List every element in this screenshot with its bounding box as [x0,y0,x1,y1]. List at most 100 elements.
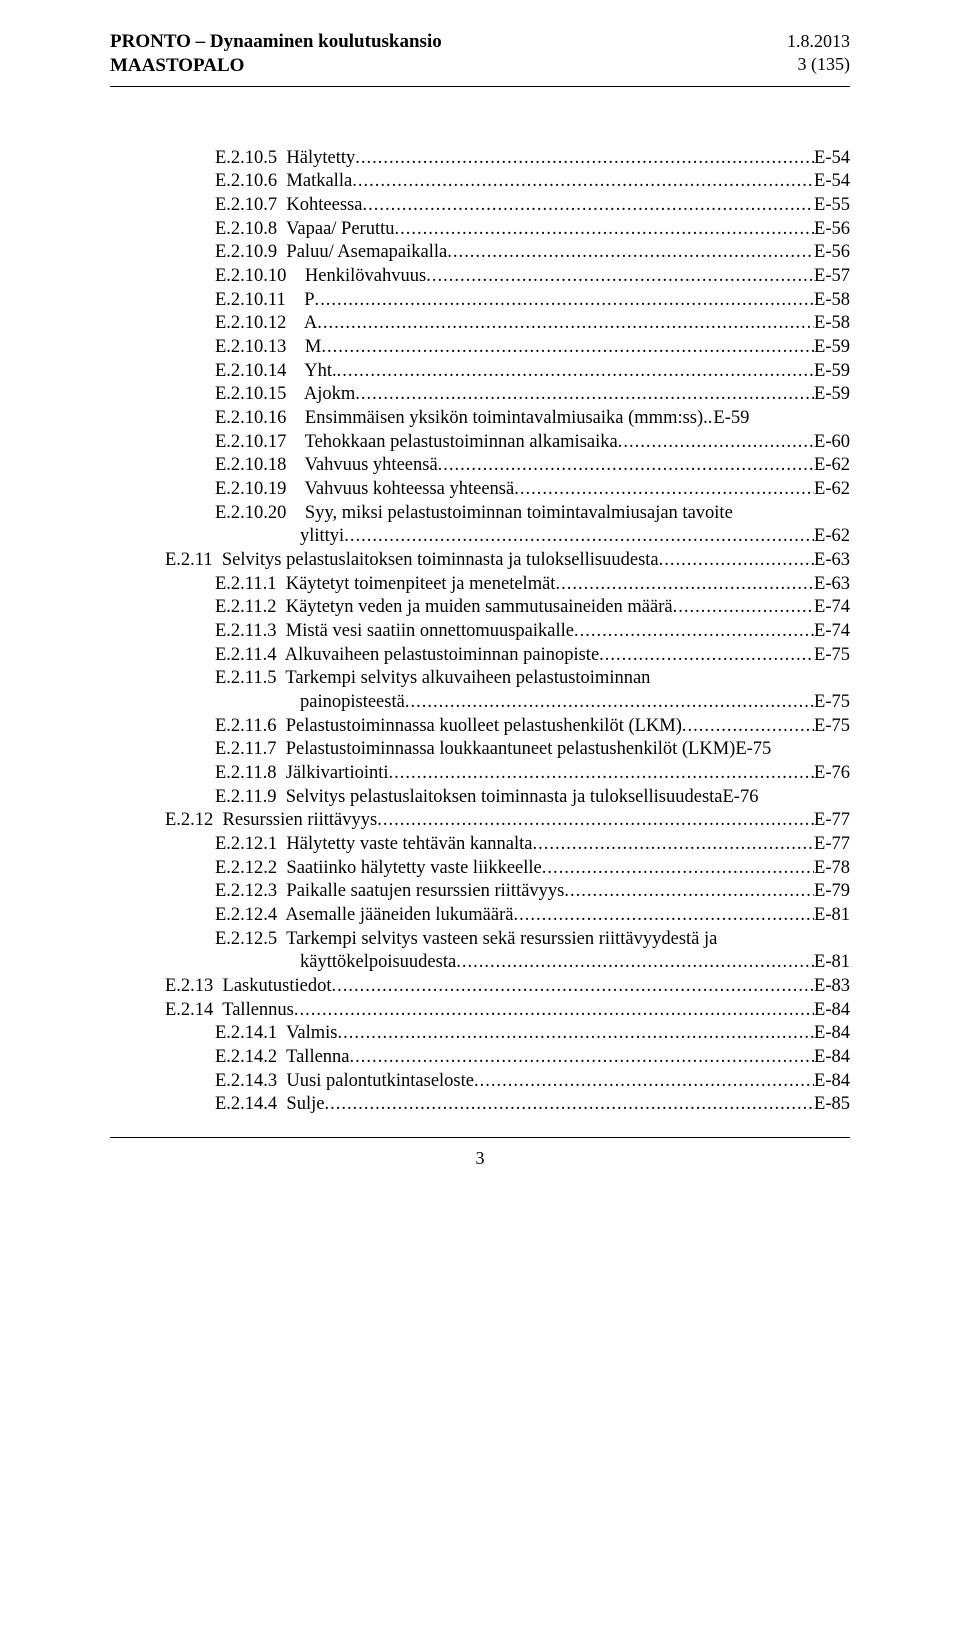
toc-entry: E.2.11.5 Tarkempi selvitys alkuvaiheen p… [110,667,850,691]
toc-leader: ........................................… [355,383,814,407]
toc-entry: E.2.10.7 Kohteessa......................… [110,194,850,218]
toc-page: E-63 [814,573,850,597]
toc-entry: E.2.11.2 Käytetyn veden ja muiden sammut… [110,596,850,620]
toc-leader: ........................................… [514,478,814,502]
toc-label: E.2.10.19 Vahvuus kohteessa yhteensä [215,478,514,502]
toc-page: E-60 [814,431,850,455]
toc-entry: E.2.11.4 Alkuvaiheen pelastustoiminnan p… [110,644,850,668]
header-title-line1: PRONTO – Dynaaminen koulutuskansio [110,30,442,54]
toc-label: E.2.14.4 Sulje [215,1093,324,1117]
toc-label: E.2.10.17 Tehokkaan pelastustoiminnan al… [215,431,618,455]
toc-leader: ........................................… [682,715,814,739]
toc-page: E-84 [814,1070,850,1094]
toc-entry: E.2.12.2 Saatiinko hälytetty vaste liikk… [110,857,850,881]
toc-entry: E.2.14.1 Valmis.........................… [110,1022,850,1046]
toc-label: E.2.10.5 Hälytetty [215,147,355,171]
toc-leader: ........................................… [389,762,815,786]
toc-page: E-75 [814,644,850,668]
toc-label: E.2.11 Selvitys pelastuslaitoksen toimin… [165,549,659,573]
toc-leader: ........................................… [513,904,814,928]
toc-entry: E.2.10.20 Syy, miksi pelastustoiminnan t… [110,502,850,526]
toc-entry: E.2.14 Tallennus........................… [110,999,850,1023]
toc-label: ylittyi [300,525,344,549]
toc-entry: E.2.10.6 Matkalla.......................… [110,170,850,194]
toc-page: E-62 [814,454,850,478]
toc-leader: ........................................… [673,596,814,620]
toc-label: E.2.11.9 Selvitys pelastuslaitoksen toim… [215,786,723,810]
header-title: PRONTO – Dynaaminen koulutuskansio MAAST… [110,30,442,78]
toc-label: E.2.14 Tallennus [165,999,294,1023]
footer-page-number: 3 [110,1148,850,1169]
toc-page: E-76 [814,762,850,786]
toc-entry-continuation: käyttökelpoisuudesta....................… [110,951,850,975]
toc-entry: E.2.11.1 Käytetyt toimenpiteet ja menete… [110,573,850,597]
toc-entry: E.2.10.10 Henkilövahvuus................… [110,265,850,289]
toc-leader: ........................................… [337,360,814,384]
toc-page: E-74 [814,620,850,644]
toc-leader: ........................................… [474,1070,814,1094]
toc-page: E-75 [814,691,850,715]
toc-label: E.2.10.18 Vahvuus yhteensä [215,454,438,478]
toc-label: E.2.10.9 Paluu/ Asemapaikalla [215,241,447,265]
toc-label: E.2.11.8 Jälkivartiointi [215,762,389,786]
toc-page: E-57 [814,265,850,289]
toc-leader: ........................................… [564,880,814,904]
toc-entry: E.2.11.6 Pelastustoiminnassa kuolleet pe… [110,715,850,739]
toc-page: E-81 [814,904,850,928]
toc-entry: E.2.11.3 Mistä vesi saatiin onnettomuusp… [110,620,850,644]
toc-leader: ........................................… [405,691,814,715]
toc-page: E-76 [723,786,759,810]
toc-leader: ........................................… [331,975,814,999]
toc-entry: E.2.12.4 Asemalle jääneiden lukumäärä...… [110,904,850,928]
toc-label: E.2.12 Resurssien riittävyys [165,809,377,833]
toc-label: E.2.14.3 Uusi palontutkintaseloste [215,1070,474,1094]
toc-page: E-85 [814,1093,850,1117]
toc-entry: E.2.13 Laskutustiedot...................… [110,975,850,999]
toc-page: E-59 [713,407,749,431]
toc-page: E-83 [814,975,850,999]
toc-label: E.2.13 Laskutustiedot [165,975,331,999]
toc-entry: E.2.12.1 Hälytetty vaste tehtävän kannal… [110,833,850,857]
toc-entry: E.2.10.15 Ajokm.........................… [110,383,850,407]
toc-page: E-74 [814,596,850,620]
toc-label: E.2.11.1 Käytetyt toimenpiteet ja menete… [215,573,555,597]
toc-label: E.2.10.13 M [215,336,321,360]
toc-entry: E.2.10.16 Ensimmäisen yksikön toimintava… [110,407,850,431]
toc-label: E.2.10.11 P [215,289,315,313]
toc-leader: ........................................… [344,525,814,549]
header-page-of: 3 (135) [787,53,850,76]
toc-entry: E.2.10.19 Vahvuus kohteessa yhteensä....… [110,478,850,502]
header-rule [110,86,850,87]
toc-entry: E.2.14.2 Tallenna.......................… [110,1046,850,1070]
toc-label: E.2.12.2 Saatiinko hälytetty vaste liikk… [215,857,542,881]
toc-page: E-84 [814,999,850,1023]
toc-leader: ........................................… [438,454,814,478]
toc-entry: E.2.10.17 Tehokkaan pelastustoiminnan al… [110,431,850,455]
toc-label: E.2.14.2 Tallenna [215,1046,350,1070]
toc-page: E-58 [814,312,850,336]
toc-leader: ........................................… [321,336,814,360]
header-meta: 1.8.2013 3 (135) [787,30,850,77]
toc-entry-continuation: painopisteestä..........................… [110,691,850,715]
toc-leader: ........................................… [362,194,814,218]
toc-leader: ........................................… [574,620,814,644]
toc-label: E.2.10.6 Matkalla [215,170,352,194]
toc-leader: ........................................… [352,170,814,194]
toc-leader: ........................................… [447,241,814,265]
toc-leader: ........................................… [324,1093,814,1117]
toc-page: E-75 [735,738,771,762]
toc-leader: ........................................… [315,289,815,313]
toc-entry: E.2.12.3 Paikalle saatujen resurssien ri… [110,880,850,904]
toc-label: E.2.10.12 A [215,312,317,336]
toc-label: E.2.12.5 Tarkempi selvitys vasteen sekä … [215,928,717,952]
toc-leader: ........................................… [317,312,814,336]
toc-entry: E.2.10.14 Yht...........................… [110,360,850,384]
toc-leader: ........................................… [659,549,814,573]
toc-page: E-59 [814,360,850,384]
toc-label: E.2.10.16 Ensimmäisen yksikön toimintava… [215,407,708,431]
toc-entry: E.2.10.9 Paluu/ Asemapaikalla...........… [110,241,850,265]
toc-entry: E.2.14.3 Uusi palontutkintaseloste......… [110,1070,850,1094]
toc-page: E-84 [814,1022,850,1046]
footer-rule [110,1137,850,1138]
toc-label: E.2.10.20 Syy, miksi pelastustoiminnan t… [215,502,733,526]
